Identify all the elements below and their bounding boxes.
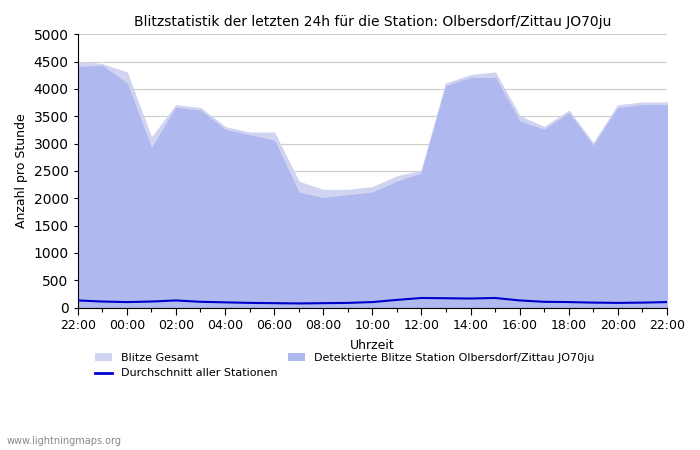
- Y-axis label: Anzahl pro Stunde: Anzahl pro Stunde: [15, 113, 28, 228]
- Title: Blitzstatistik der letzten 24h für die Station: Olbersdorf/Zittau JO70ju: Blitzstatistik der letzten 24h für die S…: [134, 15, 611, 29]
- X-axis label: Uhrzeit: Uhrzeit: [350, 339, 395, 352]
- Text: www.lightningmaps.org: www.lightningmaps.org: [7, 436, 122, 446]
- Legend: Blitze Gesamt, Durchschnitt aller Stationen, Detektierte Blitze Station Olbersdo: Blitze Gesamt, Durchschnitt aller Statio…: [95, 353, 594, 378]
